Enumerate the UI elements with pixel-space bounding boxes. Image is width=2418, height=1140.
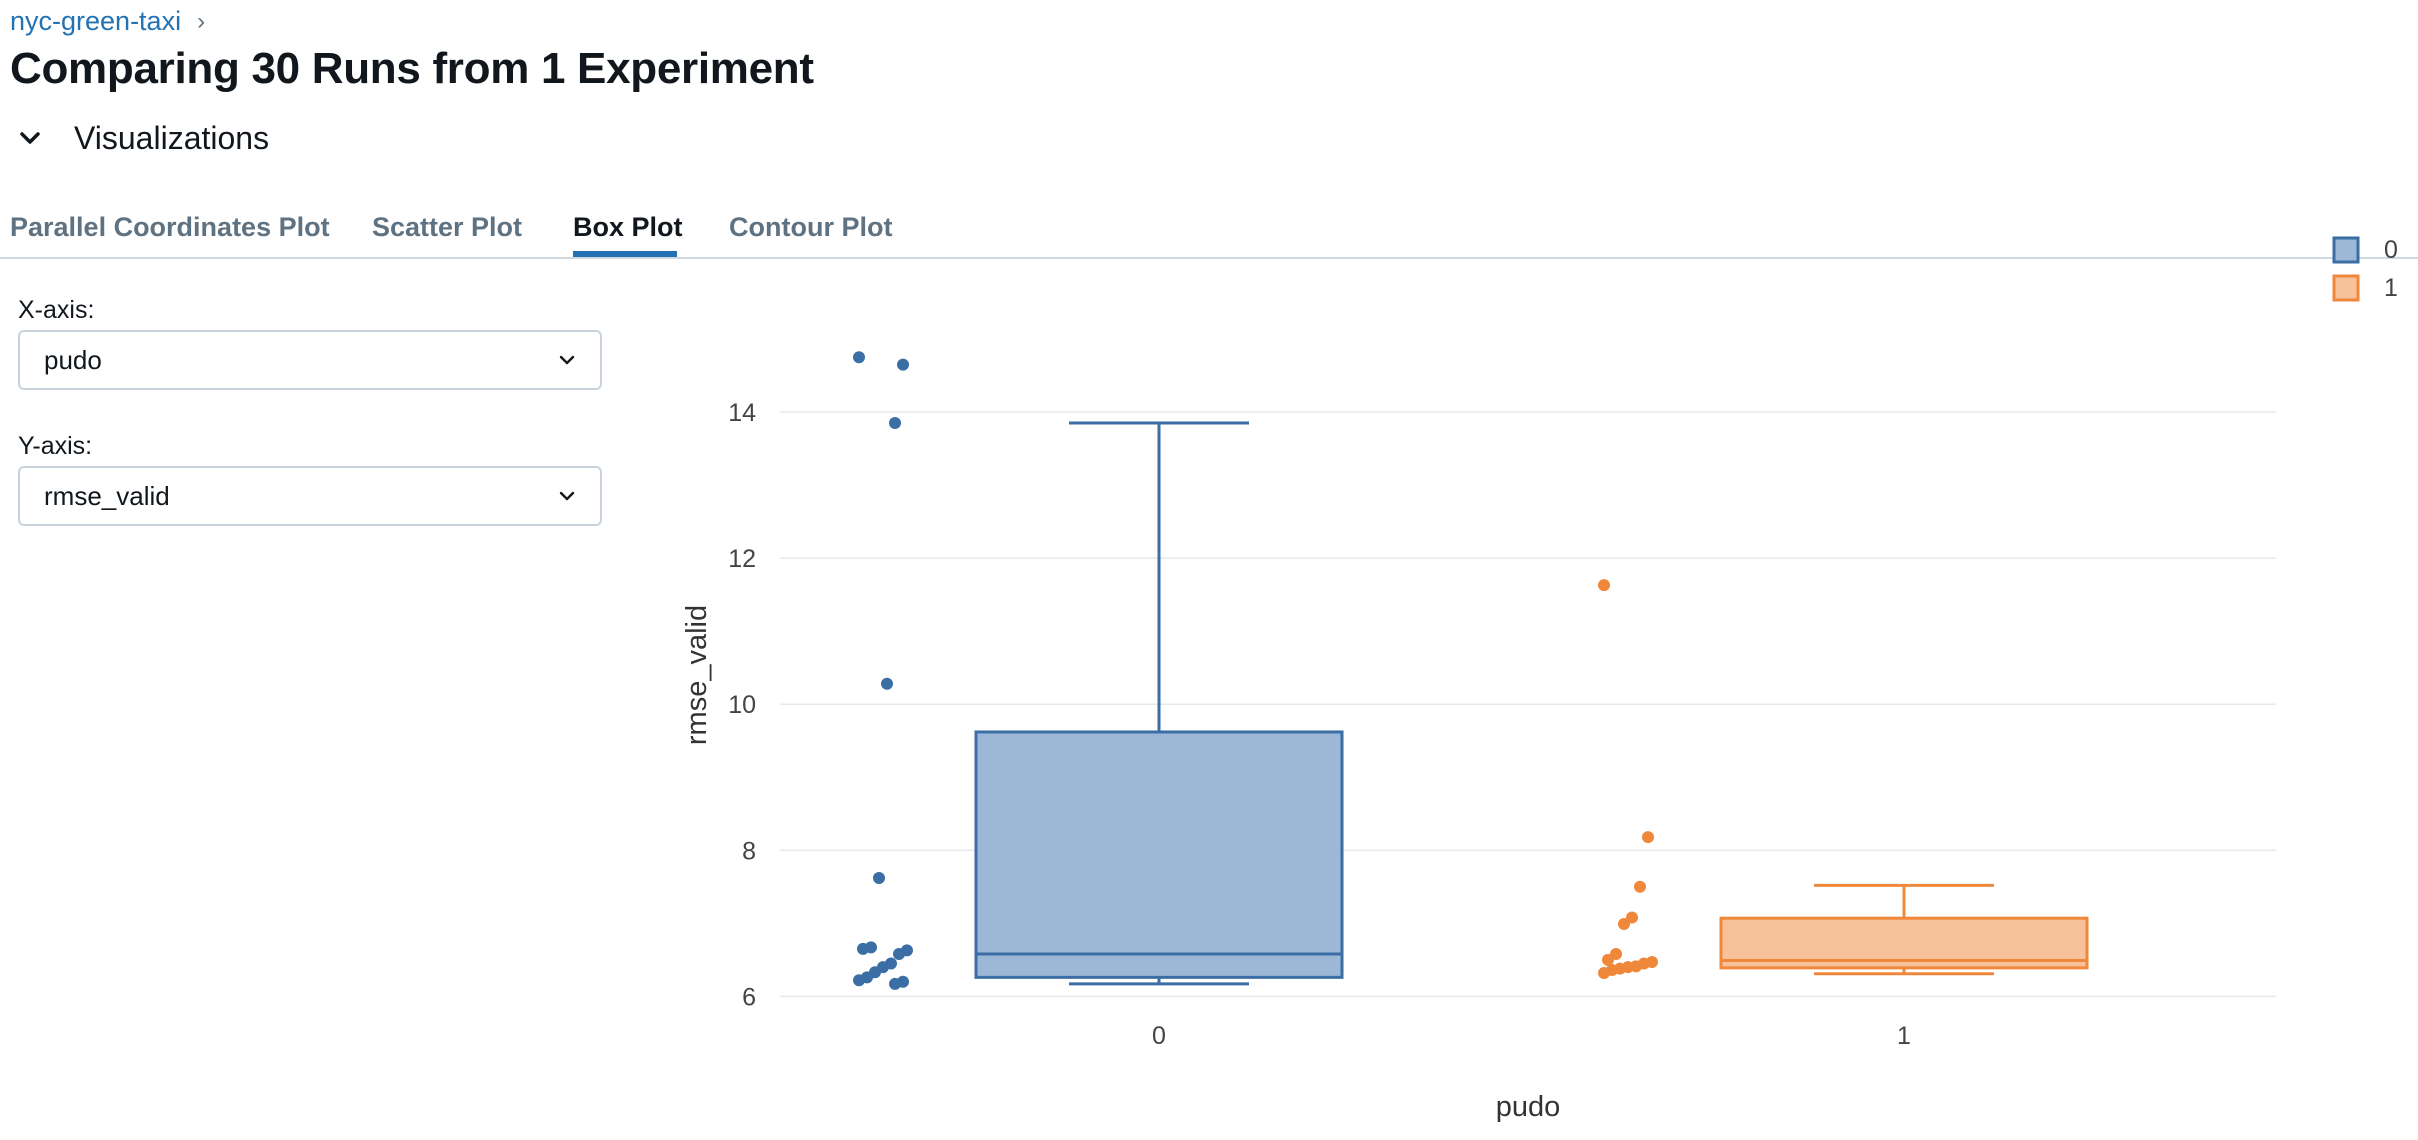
tab-box-plot[interactable]: Box Plot: [573, 212, 683, 242]
data-point-1[interactable]: [1602, 953, 1614, 966]
chevron-down-icon: [559, 355, 575, 365]
breadcrumb-chevron-icon: ›: [197, 7, 206, 35]
tab-contour-plot[interactable]: Contour Plot: [729, 212, 893, 242]
data-point-0[interactable]: [893, 947, 905, 960]
x-axis-label: X-axis:: [18, 296, 95, 324]
data-point-1[interactable]: [1598, 966, 1610, 979]
data-point-0[interactable]: [881, 677, 893, 690]
y-tick-label: 12: [728, 545, 756, 573]
tab-parallel-coordinates-plot[interactable]: Parallel Coordinates Plot: [10, 212, 330, 242]
chevron-down-icon[interactable]: [16, 124, 44, 152]
box-0[interactable]: [974, 730, 1344, 979]
legend-label-1[interactable]: 1: [2384, 274, 2398, 302]
x-axis-select-value: pudo: [44, 344, 102, 375]
y-tick-label: 14: [728, 399, 756, 427]
active-tab-indicator: [573, 251, 677, 257]
legend-label-0[interactable]: 0: [2384, 236, 2398, 264]
y-axis-select-value: rmse_valid: [44, 480, 170, 511]
x-axis-title: pudo: [1496, 1091, 1561, 1123]
data-point-1[interactable]: [1634, 880, 1646, 893]
data-point-0[interactable]: [853, 351, 865, 364]
data-point-0[interactable]: [873, 872, 885, 885]
y-axis-select[interactable]: rmse_valid: [18, 466, 602, 526]
x-axis-select[interactable]: pudo: [18, 330, 602, 390]
y-tick-label: 6: [742, 983, 756, 1011]
data-point-0[interactable]: [897, 358, 909, 371]
y-tick-label: 10: [728, 691, 756, 719]
box-plot-chart[interactable]: 6 8 10 12 14 0 1 pudo rmse_valid 0 1: [640, 236, 2418, 1140]
chevron-down-icon: [559, 491, 575, 501]
y-axis-label: Y-axis:: [18, 432, 93, 460]
visualization-tabs: Parallel Coordinates Plot Scatter Plot B…: [0, 200, 2418, 259]
legend-swatch-1[interactable]: [2332, 274, 2360, 302]
data-point-1[interactable]: [1642, 831, 1654, 844]
data-point-0[interactable]: [857, 942, 869, 955]
x-tick-label: 0: [1152, 1022, 1166, 1050]
data-point-1[interactable]: [1618, 918, 1630, 931]
y-tick-label: 8: [742, 837, 756, 865]
page-title: Comparing 30 Runs from 1 Experiment: [10, 44, 814, 93]
data-point-0[interactable]: [853, 974, 865, 987]
breadcrumb-experiment-link[interactable]: nyc-green-taxi: [10, 6, 182, 36]
tab-scatter-plot[interactable]: Scatter Plot: [372, 212, 523, 242]
data-point-0[interactable]: [889, 977, 901, 990]
x-tick-label: 1: [1897, 1022, 1911, 1050]
data-point-1[interactable]: [1598, 579, 1610, 592]
visualizations-section-header[interactable]: Visualizations: [16, 116, 269, 160]
y-axis-title: rmse_valid: [681, 605, 713, 745]
breadcrumb: nyc-green-taxi ›: [10, 6, 205, 37]
section-title: Visualizations: [74, 119, 270, 156]
data-point-1[interactable]: [1626, 911, 1638, 924]
data-point-0[interactable]: [889, 417, 901, 430]
legend-swatch-0[interactable]: [2332, 236, 2360, 264]
